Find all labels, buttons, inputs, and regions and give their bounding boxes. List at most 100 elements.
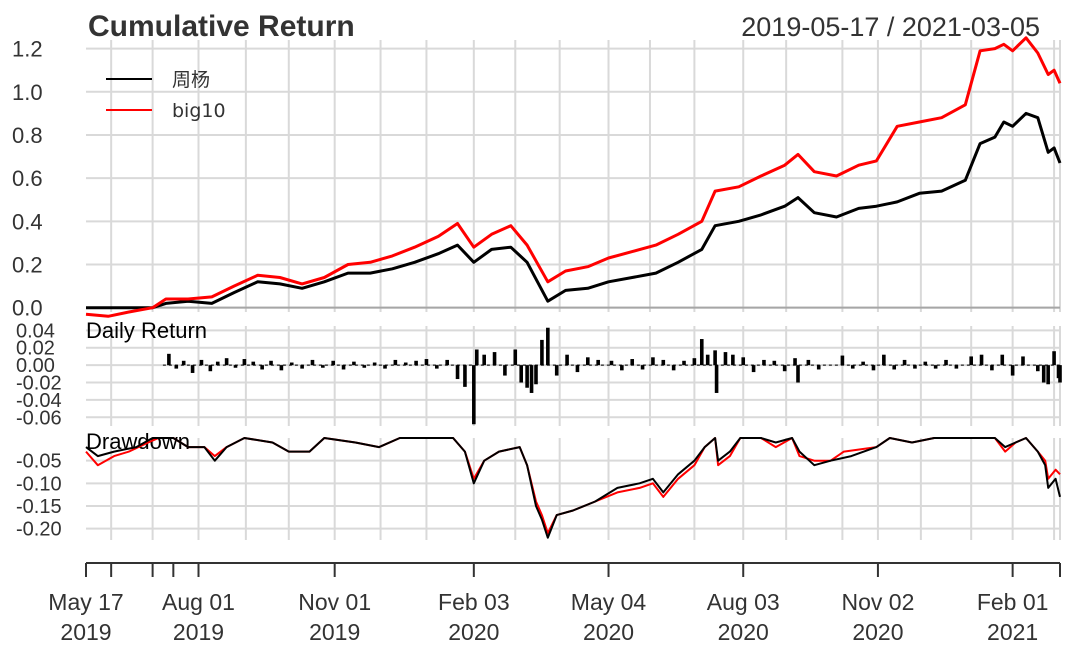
daily-return-bars bbox=[162, 327, 1062, 425]
daily-return-bar bbox=[1052, 351, 1056, 366]
daily-return-bar bbox=[513, 349, 518, 366]
cumulative-y-axis: 0.0 0.2 0.4 0.6 0.8 1.0 1.2 bbox=[12, 37, 1060, 321]
daily-return-bar bbox=[331, 360, 336, 366]
x-tick-year: 2019 bbox=[60, 619, 111, 645]
daily-return-title: Daily Return bbox=[86, 318, 207, 343]
daily-return-bar bbox=[435, 365, 439, 369]
daily-return-bar bbox=[208, 365, 213, 372]
x-tick-label: Nov 02 bbox=[841, 589, 914, 615]
x-tick-year: 2019 bbox=[309, 619, 360, 645]
legend: 周杨 big10 bbox=[106, 69, 226, 122]
y-tick-label: -0.15 bbox=[16, 496, 62, 518]
daily-return-bar bbox=[586, 357, 590, 366]
daily-return-bar bbox=[554, 365, 559, 376]
daily-return-bar bbox=[190, 365, 195, 373]
daily-return-bar bbox=[289, 362, 294, 366]
daily-return-bar bbox=[609, 360, 614, 366]
daily-return-bar bbox=[596, 359, 600, 366]
drawdown-line bbox=[85, 437, 1061, 539]
daily-return-bar bbox=[341, 365, 346, 370]
x-tick-label: Aug 03 bbox=[707, 589, 780, 615]
series-line bbox=[86, 111, 1062, 310]
x-tick-label: Aug 01 bbox=[162, 589, 235, 615]
x-tick-label: Feb 03 bbox=[438, 589, 510, 615]
drawdown-series bbox=[85, 437, 1061, 539]
daily-return-bar bbox=[321, 365, 325, 368]
daily-return-bar bbox=[1058, 365, 1062, 383]
daily-return-bar bbox=[816, 365, 821, 370]
daily-return-bar bbox=[260, 365, 264, 370]
daily-return-bar bbox=[269, 360, 273, 366]
daily-return-bar bbox=[661, 359, 666, 366]
daily-return-bar bbox=[472, 365, 476, 425]
daily-return-bar bbox=[445, 359, 449, 366]
daily-return-bar bbox=[969, 356, 973, 366]
daily-return-bar bbox=[762, 359, 766, 366]
daily-return-bar bbox=[181, 360, 186, 366]
daily-return-bar bbox=[199, 359, 204, 366]
daily-return-bar bbox=[424, 359, 429, 366]
daily-return-bar bbox=[682, 360, 686, 366]
daily-return-bar bbox=[463, 365, 467, 387]
daily-return-bar bbox=[215, 361, 220, 366]
daily-return-bar bbox=[990, 365, 994, 371]
daily-return-bar bbox=[923, 361, 928, 366]
daily-return-bar bbox=[575, 365, 580, 373]
drawdown-panel: Drawdown -0.05-0.10-0.15-0.20 bbox=[16, 429, 1061, 541]
drawdown-line bbox=[85, 437, 1061, 535]
x-tick-year: 2020 bbox=[583, 619, 634, 645]
y-tick-label: 0.4 bbox=[12, 209, 43, 234]
daily-return-bar bbox=[482, 354, 486, 366]
daily-return-bar bbox=[362, 365, 367, 368]
cumulative-series bbox=[85, 36, 1062, 318]
daily-return-bar bbox=[913, 365, 917, 369]
daily-return-bar bbox=[871, 365, 876, 371]
daily-return-bar bbox=[714, 365, 719, 393]
daily-return-bar bbox=[310, 359, 315, 366]
daily-return-bar bbox=[651, 357, 655, 366]
daily-return-bar bbox=[529, 365, 534, 393]
y-tick-label: 0.04 bbox=[16, 320, 55, 342]
daily-return-bar bbox=[782, 365, 787, 372]
y-tick-label: 0.6 bbox=[12, 166, 43, 191]
daily-return-bar bbox=[352, 361, 356, 366]
daily-return-bar bbox=[492, 352, 497, 366]
daily-return-bar bbox=[741, 357, 746, 366]
daily-return-bar bbox=[242, 359, 247, 366]
drawdown-y-axis: -0.05-0.10-0.15-0.20 bbox=[16, 451, 62, 541]
y-tick-label: -0.02 bbox=[16, 373, 62, 395]
x-tick-year: 2021 bbox=[987, 619, 1038, 645]
y-tick-label: 0.0 bbox=[12, 296, 43, 321]
x-tick-label: Nov 01 bbox=[298, 589, 371, 615]
daily-return-bar bbox=[731, 354, 735, 366]
daily-return-bar bbox=[300, 365, 304, 369]
daily-return-panel: Daily Return 0.040.020.00-0.02-0.04-0.06 bbox=[16, 318, 1062, 429]
x-tick-label: May 04 bbox=[571, 589, 647, 615]
daily-return-bar bbox=[671, 365, 676, 371]
y-tick-label: 1.0 bbox=[12, 80, 43, 105]
daily-return-bar bbox=[850, 365, 855, 369]
daily-return-bar bbox=[630, 359, 635, 366]
legend-label-big10: big10 bbox=[172, 100, 226, 122]
x-tick-year: 2019 bbox=[173, 619, 224, 645]
daily-return-bar bbox=[1000, 354, 1005, 366]
daily-return-bar bbox=[1035, 365, 1040, 372]
daily-return-bar bbox=[534, 365, 538, 385]
daily-return-bar bbox=[723, 352, 728, 366]
daily-return-bar bbox=[902, 359, 907, 366]
y-tick-label: -0.05 bbox=[16, 451, 62, 473]
daily-return-bar bbox=[979, 354, 984, 366]
daily-return-bar bbox=[692, 358, 697, 366]
series-line bbox=[85, 36, 1062, 318]
daily-return-bar bbox=[892, 365, 897, 370]
y-tick-label: -0.10 bbox=[16, 473, 62, 495]
daily-return-bar bbox=[525, 365, 529, 388]
daily-return-bar bbox=[933, 365, 938, 369]
daily-return-bar bbox=[546, 327, 550, 366]
daily-return-bar bbox=[772, 360, 777, 366]
daily-return-bar bbox=[503, 365, 507, 376]
x-axis: May 17 2019 Aug 01 2019 Nov 01 2019 Feb 03 2020… bbox=[48, 562, 1061, 645]
daily-return-bar bbox=[383, 365, 387, 369]
daily-return-bar bbox=[705, 354, 710, 366]
